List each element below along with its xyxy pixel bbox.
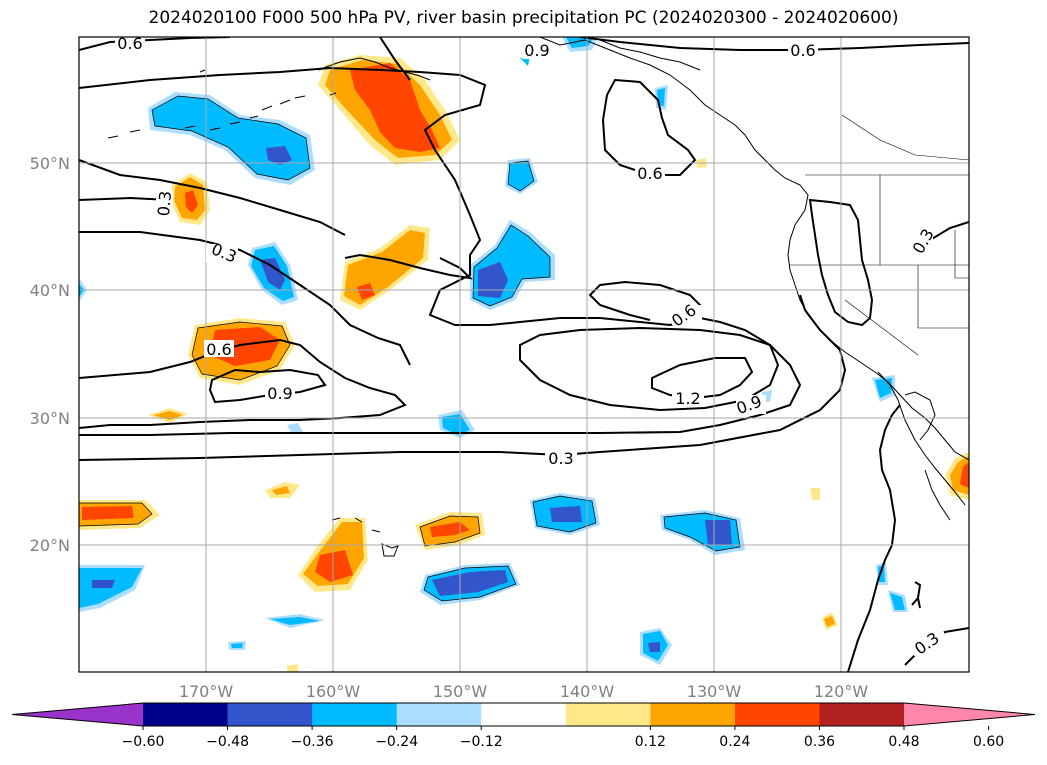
positive-anomaly-gulf-alaska: [318, 55, 460, 165]
lat-label-40n: 40°N: [30, 281, 70, 300]
negative-anomaly-small-south: [228, 375, 908, 665]
lon-label-150w: 150°W: [433, 682, 488, 701]
colorbar-tick-label: −0.12: [460, 734, 503, 750]
negative-anomaly-42n-165w: [248, 242, 298, 305]
map-panel: 0.6 0.9 0.6 0.6 0.3 0.3 0.6 0.6 0.9 1.2 …: [79, 34, 969, 672]
lat-label-30n: 30°N: [30, 409, 70, 428]
negative-anomaly-21n-130w: [660, 510, 745, 555]
colorbar-swatch: [650, 703, 736, 726]
positive-anomaly-24n-163w: [265, 482, 300, 498]
negative-anomaly-aleutians: [148, 92, 315, 185]
negative-anomaly-29n-150w: [287, 410, 475, 438]
colorbar-tick-label: 0.12: [635, 734, 666, 750]
colorbar-extend-low: [12, 703, 143, 726]
lat-label-20n: 20°N: [30, 536, 70, 555]
contour-label-0-6-ne: 0.6: [790, 41, 815, 60]
colorbar-swatch: [481, 703, 567, 726]
colorbar-swatch: [143, 703, 229, 726]
colorbar-extend-high: [904, 703, 1035, 726]
contour-label-group: 0.6 0.9 0.6 0.6 0.3 0.3 0.6 0.6 0.9 1.2 …: [115, 34, 944, 659]
lon-label-130w: 130°W: [687, 682, 742, 701]
negative-anomaly-41n-147w: [470, 220, 555, 310]
colorbar-swatch: [819, 703, 905, 726]
lon-label-140w: 140°W: [560, 682, 615, 701]
colorbar-tick-label: −0.60: [122, 734, 165, 750]
precip-shading: [79, 37, 969, 672]
colorbar-swatch: [396, 703, 482, 726]
colorbar-tick-label: −0.48: [206, 734, 249, 750]
contour-label-0-6-nw: 0.6: [117, 34, 142, 53]
lat-label-50n: 50°N: [30, 154, 70, 173]
contour-label-0-3-s: 0.3: [548, 449, 573, 468]
map-frame: [78, 36, 970, 673]
colorbar-tick-label: 0.48: [888, 734, 919, 750]
contour-label-0-6-168w: 0.6: [206, 340, 231, 359]
contour-label-0-6-bc: 0.6: [637, 164, 662, 183]
colorbar-swatch: [734, 703, 820, 726]
contour-label-0-9-n: 0.9: [524, 41, 549, 60]
colorbar-tick-label: 0.60: [973, 734, 1004, 750]
colorbar-swatch: [565, 703, 651, 726]
colorbar-swatch: [312, 703, 398, 726]
colorbar: −0.60 −0.48 −0.36 −0.24 −0.12 0.12 0.24 0.36 0.4…: [11, 702, 1036, 750]
colorbar-tick-label: 0.24: [719, 734, 750, 750]
positive-anomaly-21n-151w: [415, 512, 485, 550]
map-title: 2024020100 F000 500 hPa PV, river basin …: [148, 8, 899, 28]
colorbar-tick-label: 0.36: [804, 734, 835, 750]
lon-label-160w: 160°W: [306, 682, 361, 701]
contour-label-0-3-w: 0.3: [154, 190, 175, 217]
positive-anomaly-42n-157w: [340, 225, 430, 310]
lat-labels: 50°N 40°N 30°N 20°N: [30, 154, 70, 555]
colorbar-tick-label: −0.36: [291, 734, 334, 750]
contour-label-1-2: 1.2: [675, 389, 700, 408]
lon-labels: 170°W 160°W 150°W 140°W 130°W 120°W: [179, 682, 869, 701]
positive-anomaly-baja: [945, 452, 969, 500]
borders: [790, 114, 969, 356]
precip-outlines: [79, 95, 741, 602]
lon-label-170w: 170°W: [179, 682, 234, 701]
colorbar-swatch: [227, 703, 313, 726]
negative-anomaly-17n-175w: [79, 565, 145, 612]
gridlines: [79, 37, 969, 672]
positive-anomaly-49n-170w: [170, 173, 210, 225]
lon-label-120w: 120°W: [814, 682, 869, 701]
negative-anomaly-22n-142w: [530, 493, 600, 535]
contour-label-0-9-w: 0.9: [267, 384, 292, 403]
colorbar-tick-label: −0.24: [375, 734, 418, 750]
